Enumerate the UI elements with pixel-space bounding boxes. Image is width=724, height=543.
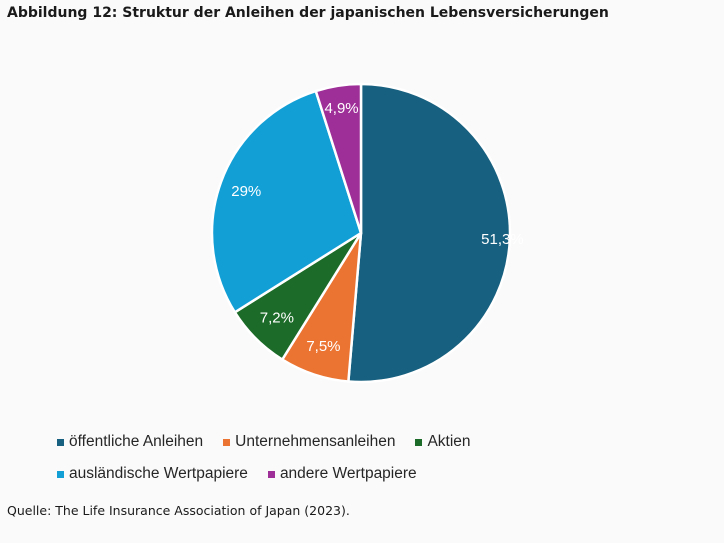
legend-label: andere Wertpapiere xyxy=(279,465,417,482)
legend-item: andere Wertpapiere xyxy=(267,464,417,484)
slice-label-3: 7,2% xyxy=(260,309,294,326)
chart-title: Abbildung 12: Struktur der Anleihen der … xyxy=(7,5,609,21)
legend-swatch xyxy=(223,438,231,446)
pie-chart: 51,3% 7,5% 7,2% 29% 4,9% xyxy=(210,82,524,384)
legend-swatch xyxy=(57,470,64,478)
legend-swatch xyxy=(267,470,275,478)
legend-label: Aktien xyxy=(427,433,471,450)
pie-slice-4 xyxy=(210,89,363,315)
slice-label-1: 51,3% xyxy=(481,231,524,248)
legend-label: ausländische Wertpapiere xyxy=(69,465,248,482)
slice-label-2: 7,5% xyxy=(306,338,340,355)
legend-swatch xyxy=(415,438,423,446)
legend-item: öffentliche Anleihen xyxy=(57,432,203,452)
source-note: Quelle: The Life Insurance Association o… xyxy=(7,503,350,518)
legend-item: ausländische Wertpapiere xyxy=(57,464,248,484)
legend-label: Unternehmensanleihen xyxy=(235,433,396,450)
slice-label-4: 29% xyxy=(231,183,261,200)
legend-swatch xyxy=(57,438,64,446)
legend-label: öffentliche Anleihen xyxy=(69,433,204,450)
slice-label-5: 4,9% xyxy=(324,100,358,117)
pie-slice-5 xyxy=(314,82,363,234)
legend-item: Unternehmensanleihen xyxy=(223,432,395,452)
legend: öffentliche Anleihen Unternehmensanleihen… xyxy=(57,432,577,484)
pie-slice-1 xyxy=(347,82,512,384)
legend-item: Aktien xyxy=(415,432,471,452)
